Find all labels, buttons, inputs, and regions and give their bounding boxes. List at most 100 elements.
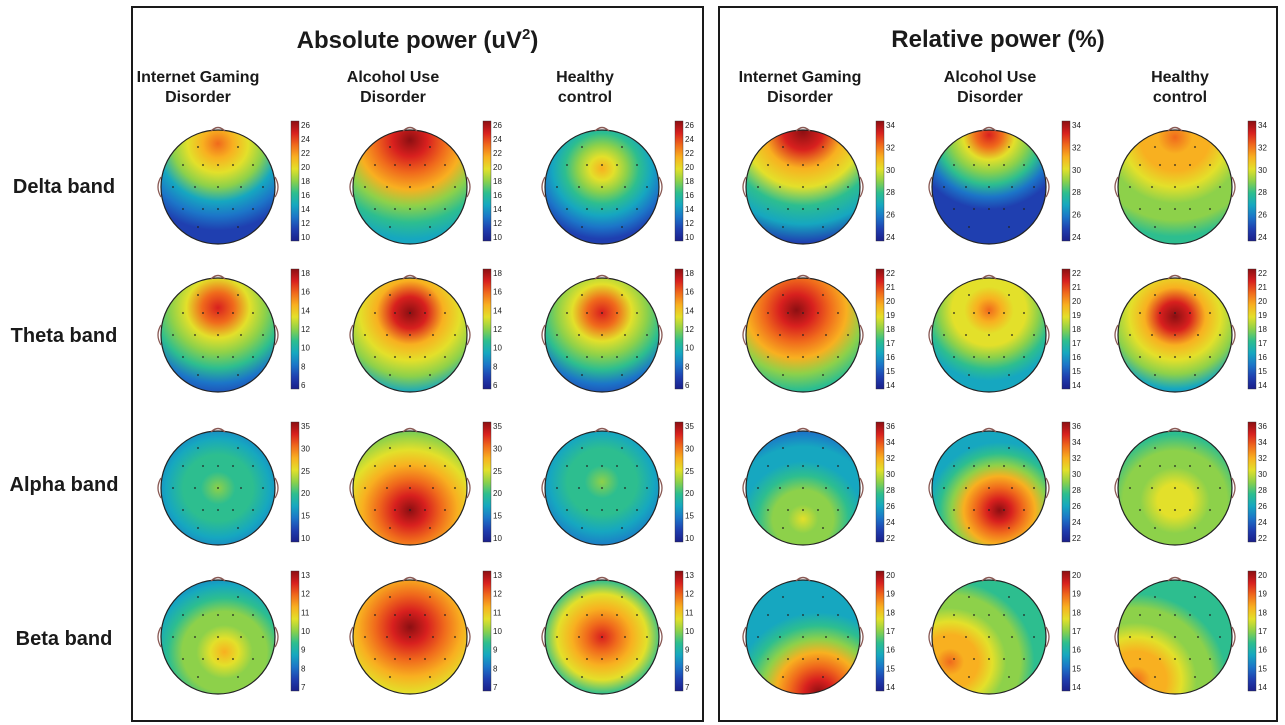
right-ear	[859, 176, 864, 198]
colorbar-tick-label: 18	[301, 177, 310, 186]
absolute-power-panel: Absolute power (uV2) Internet Gaming Diso…	[131, 6, 704, 722]
colorbar: 13 12 11 10 9 8 7	[674, 570, 694, 692]
colorbar-tick-label: 32	[1072, 143, 1081, 152]
topomap-head	[1114, 274, 1236, 393]
colorbar-tick-label: 6	[301, 381, 306, 390]
colorbar-tick-label: 10	[301, 627, 310, 636]
nose-mark	[1167, 126, 1183, 132]
colorbar: 36 34 32 30 28 26 24 22	[1061, 421, 1081, 543]
colorbar-tick-label: 34	[1258, 121, 1267, 130]
colorbar-tick-label: 30	[886, 470, 895, 479]
left-ear	[157, 176, 162, 198]
topomap-cell: 13 12 11 10 9 8 7	[153, 569, 318, 699]
right-ear	[1045, 324, 1050, 346]
left-ear	[157, 324, 162, 346]
colorbar-tick-label: 10	[301, 534, 310, 543]
colorbar-tick-label: 20	[1258, 571, 1267, 580]
left-ear	[1114, 324, 1119, 346]
colorbar-tick-label: 10	[301, 233, 310, 242]
colorbar: 13 12 11 10 9 8 7	[482, 570, 502, 692]
colorbar-tick-label: 32	[1258, 143, 1267, 152]
colorbar-tick-label: 17	[1258, 339, 1267, 348]
column-header-0: Internet Gaming Disorder	[136, 69, 260, 106]
topomap-cell: 26 24 22 20 18 16 14 12 10	[537, 119, 702, 249]
colorbar-tick-label: 26	[886, 502, 895, 511]
colorbar: 34 32 30 28 26 24	[1247, 120, 1267, 242]
nose-mark	[210, 576, 226, 582]
colorbar-tick-label: 10	[685, 534, 694, 543]
colorbar-tick-label: 6	[685, 381, 690, 390]
column-header-1: Alcohol Use Disorder	[943, 69, 1037, 106]
colorbar-tick-label: 24	[301, 135, 310, 144]
colorbar-tick-label: 14	[1258, 683, 1267, 692]
colorbar-tick-label: 20	[301, 163, 310, 172]
colorbar-tick-label: 6	[493, 381, 498, 390]
colorbar-tick-label: 8	[685, 664, 690, 673]
colorbar: 18 16 14 12 10 8 6	[482, 268, 502, 390]
colorbar-tick-label: 22	[493, 149, 502, 158]
colorbar-tick-label: 8	[493, 362, 498, 371]
colorbar-tick-label: 7	[301, 683, 306, 692]
nose-mark	[402, 274, 418, 280]
topomap-cell: 36 34 32 30 28 26 24 22	[738, 420, 903, 550]
colorbar-tick-label: 17	[886, 339, 895, 348]
colorbar-tick-label: 34	[1258, 438, 1267, 447]
colorbar-tick-label: 34	[1072, 121, 1081, 130]
topomap-head	[928, 427, 1050, 546]
colorbar-tick-label: 26	[1072, 211, 1081, 220]
colorbar-tick-label: 19	[1072, 311, 1081, 320]
colorbar-tick-label: 17	[1258, 627, 1267, 636]
colorbar-tick-label: 28	[886, 486, 895, 495]
nose-mark	[981, 274, 997, 280]
topomap-head	[541, 274, 663, 393]
left-ear	[742, 176, 747, 198]
topomap-head	[1114, 126, 1236, 245]
nose-mark	[594, 576, 610, 582]
topomap-cell: 35 30 25 20 15 10	[345, 420, 510, 550]
right-ear	[466, 176, 471, 198]
colorbar-tick-label: 22	[1072, 269, 1081, 278]
colorbar-tick-label: 10	[301, 344, 310, 353]
right-ear	[1231, 477, 1236, 499]
nose-mark	[210, 427, 226, 433]
left-ear	[349, 477, 354, 499]
colorbar-tick-label: 12	[493, 590, 502, 599]
colorbar-tick-label: 26	[1258, 211, 1267, 220]
colorbar-tick-label: 25	[493, 467, 502, 476]
left-ear	[541, 176, 546, 198]
colorbar-tick-label: 16	[685, 288, 694, 297]
right-ear	[274, 324, 279, 346]
right-ear	[658, 324, 663, 346]
column-header-1: Alcohol Use Disorder	[346, 69, 440, 106]
topomap-cell: 22 21 20 19 18 17 16 15 14	[738, 267, 903, 397]
colorbar-tick-label: 32	[1072, 454, 1081, 463]
left-ear	[928, 477, 933, 499]
colorbar-tick-label: 12	[301, 590, 310, 599]
nose-mark	[1167, 274, 1183, 280]
colorbar-tick-label: 12	[301, 325, 310, 334]
topomap-head	[928, 576, 1050, 695]
right-ear	[1231, 324, 1236, 346]
colorbar-tick-label: 14	[886, 381, 895, 390]
colorbar-tick-label: 20	[493, 163, 502, 172]
colorbar-tick-label: 25	[301, 467, 310, 476]
topomap-cell: 18 16 14 12 10 8 6	[537, 267, 702, 397]
colorbar-tick-label: 20	[886, 571, 895, 580]
colorbar-tick-label: 14	[886, 683, 895, 692]
colorbar-tick-label: 28	[1258, 188, 1267, 197]
colorbar-tick-label: 36	[1258, 422, 1267, 431]
nose-mark	[210, 274, 226, 280]
colorbar-tick-label: 16	[1072, 353, 1081, 362]
colorbar-tick-label: 9	[685, 646, 690, 655]
colorbar-tick-label: 18	[1072, 325, 1081, 334]
left-ear	[928, 324, 933, 346]
colorbar-tick-label: 22	[886, 534, 895, 543]
topomap-head	[1114, 576, 1236, 695]
topomap-head	[742, 126, 864, 245]
colorbar-tick-label: 24	[1072, 518, 1081, 527]
colorbar-tick-label: 10	[493, 233, 502, 242]
colorbar-tick-label: 36	[1072, 422, 1081, 431]
colorbar-tick-label: 14	[1072, 683, 1081, 692]
colorbar-tick-label: 15	[1258, 367, 1267, 376]
colorbar-tick-label: 30	[1072, 470, 1081, 479]
